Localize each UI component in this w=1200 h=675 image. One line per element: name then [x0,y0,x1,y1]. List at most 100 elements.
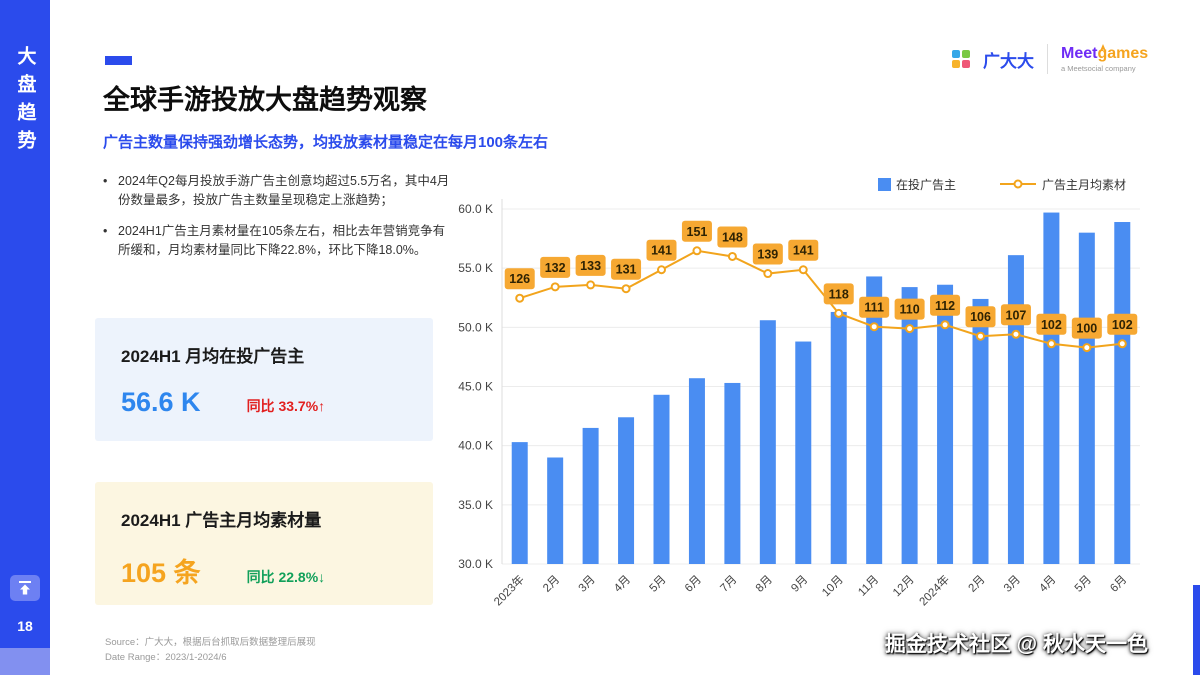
watermark-text: 掘金技术社区 @ 秋水天一色 [884,633,1148,656]
legend-line-label: 广告主月均素材 [1042,178,1126,192]
line-label-box [717,226,748,248]
line-label-box [611,258,642,280]
sidebar-section-title: 大盘趋势 [14,46,36,158]
key-point: 2024年Q2每月投放手游广告主创意均超过5.5万名，其中4月份数量最多，投放广… [103,172,451,211]
x-tick-label: 5月 [647,574,668,595]
line-point [834,308,844,318]
bar [795,341,812,564]
line-point [657,265,666,275]
x-tick-label: 2024年 [916,572,952,608]
guangdada-logo-icon [952,50,970,68]
line-point [727,251,737,261]
line-label-box [504,268,535,290]
legend-line-marker [1013,179,1023,189]
x-tick-label: 8月 [754,574,775,595]
line-point [798,265,808,275]
meetgames-text-games: games [1097,45,1149,63]
bar [653,394,670,564]
line-label: 139 [757,248,778,262]
meetgames-rocket-icon [1099,39,1107,57]
line-label-box [1036,313,1067,335]
line-label: 100 [1076,322,1097,336]
line-label-box [681,220,712,242]
line-label: 110 [900,303,920,317]
line-point [976,331,985,341]
line-point [550,282,560,292]
meetsocial-subtext: a Meetsocial company [1061,63,1136,73]
page-number: 18 [17,618,33,634]
x-tick-label: 4月 [612,574,633,595]
meetgames-text-meet: Meet [1061,45,1098,63]
key-points-list: 2024年Q2每月投放手游广告主创意均超过5.5万名，其中4月份数量最多，投放广… [103,172,451,272]
bar [1043,212,1060,565]
line-point [905,324,915,334]
line-label-box [894,298,925,320]
line-point [621,284,631,294]
line-point [940,320,950,330]
legend-bar-swatch [878,178,891,191]
stat-card-materials: 2024H1 广告主月均素材量 105 条 同比 22.8%↓ [95,482,433,605]
logo-square-yellow [952,60,960,68]
line-label-box [930,294,961,316]
y-tick-label: 45.0 K [458,380,493,394]
title-accent-bar [105,56,132,65]
page-subtitle: 广告主数量保持强劲增长态势，均投放素材量稳定在每月100条左右 [103,134,549,151]
guangdada-logo-text: 广大大 [983,51,1034,71]
x-tick-label: 9月 [789,574,810,595]
bar [511,442,528,564]
stat-card-advertisers: 2024H1 月均在投广告主 56.6 K 同比 33.7%↑ [95,318,433,441]
line-label-box [1000,304,1031,326]
arrow-up-icon [19,581,31,595]
bar [1114,222,1131,564]
line-label-box [1071,317,1102,339]
date-range-line: Date Range：2023/1-2024/6 [105,651,227,663]
back-to-top-button[interactable] [10,575,40,601]
line-label-box [965,306,996,328]
line-point [763,269,773,279]
line-point [869,322,879,332]
bar [688,378,705,564]
stat-card-value: 105 条 [121,558,201,588]
bar [1007,255,1024,564]
line-label: 148 [722,230,743,244]
line-label: 102 [1112,318,1133,332]
stat-card-title: 2024H1 广告主月均素材量 [121,511,322,530]
line-label: 132 [545,261,566,275]
y-tick-label: 40.0 K [458,439,493,453]
source-note: Source：广大大，根据后台抓取后数据整理后展现 Date Range：202… [105,636,316,665]
line-point [1011,329,1021,339]
logo-square-green [962,50,970,58]
line-label-box [646,239,677,261]
line-label-box [859,296,890,318]
line-label-box [575,254,606,276]
line-label: 107 [1006,308,1027,322]
bar [937,284,954,564]
sidebar-footer-block [0,648,50,675]
x-tick-label: 6月 [1108,574,1129,595]
x-tick-label: 2月 [966,574,987,595]
line-label: 111 [864,301,884,315]
line-label-box [752,243,783,265]
bar [618,417,635,564]
line-label: 106 [970,310,991,324]
bar [759,320,776,564]
stat-card-delta: 同比 22.8%↓ [246,569,326,585]
x-tick-label: 5月 [1073,574,1094,595]
line-label: 126 [509,272,530,286]
line-label: 112 [935,299,955,313]
material-line [519,249,1123,349]
line-point [515,293,525,303]
meetgames-logo: Meetgames a Meetsocial company [1061,44,1149,73]
bar [1078,232,1095,564]
stat-card-value: 56.6 K [121,387,201,417]
right-edge-strip [1193,585,1200,675]
line-label-box [540,256,571,278]
x-tick-label: 4月 [1037,574,1058,595]
line-point [692,246,702,256]
y-tick-label: 60.0 K [458,202,493,216]
line-label-box [1107,313,1138,335]
line-label: 102 [1041,318,1062,332]
stat-card-title: 2024H1 月均在投广告主 [121,347,305,366]
logo-square-pink [962,60,970,68]
